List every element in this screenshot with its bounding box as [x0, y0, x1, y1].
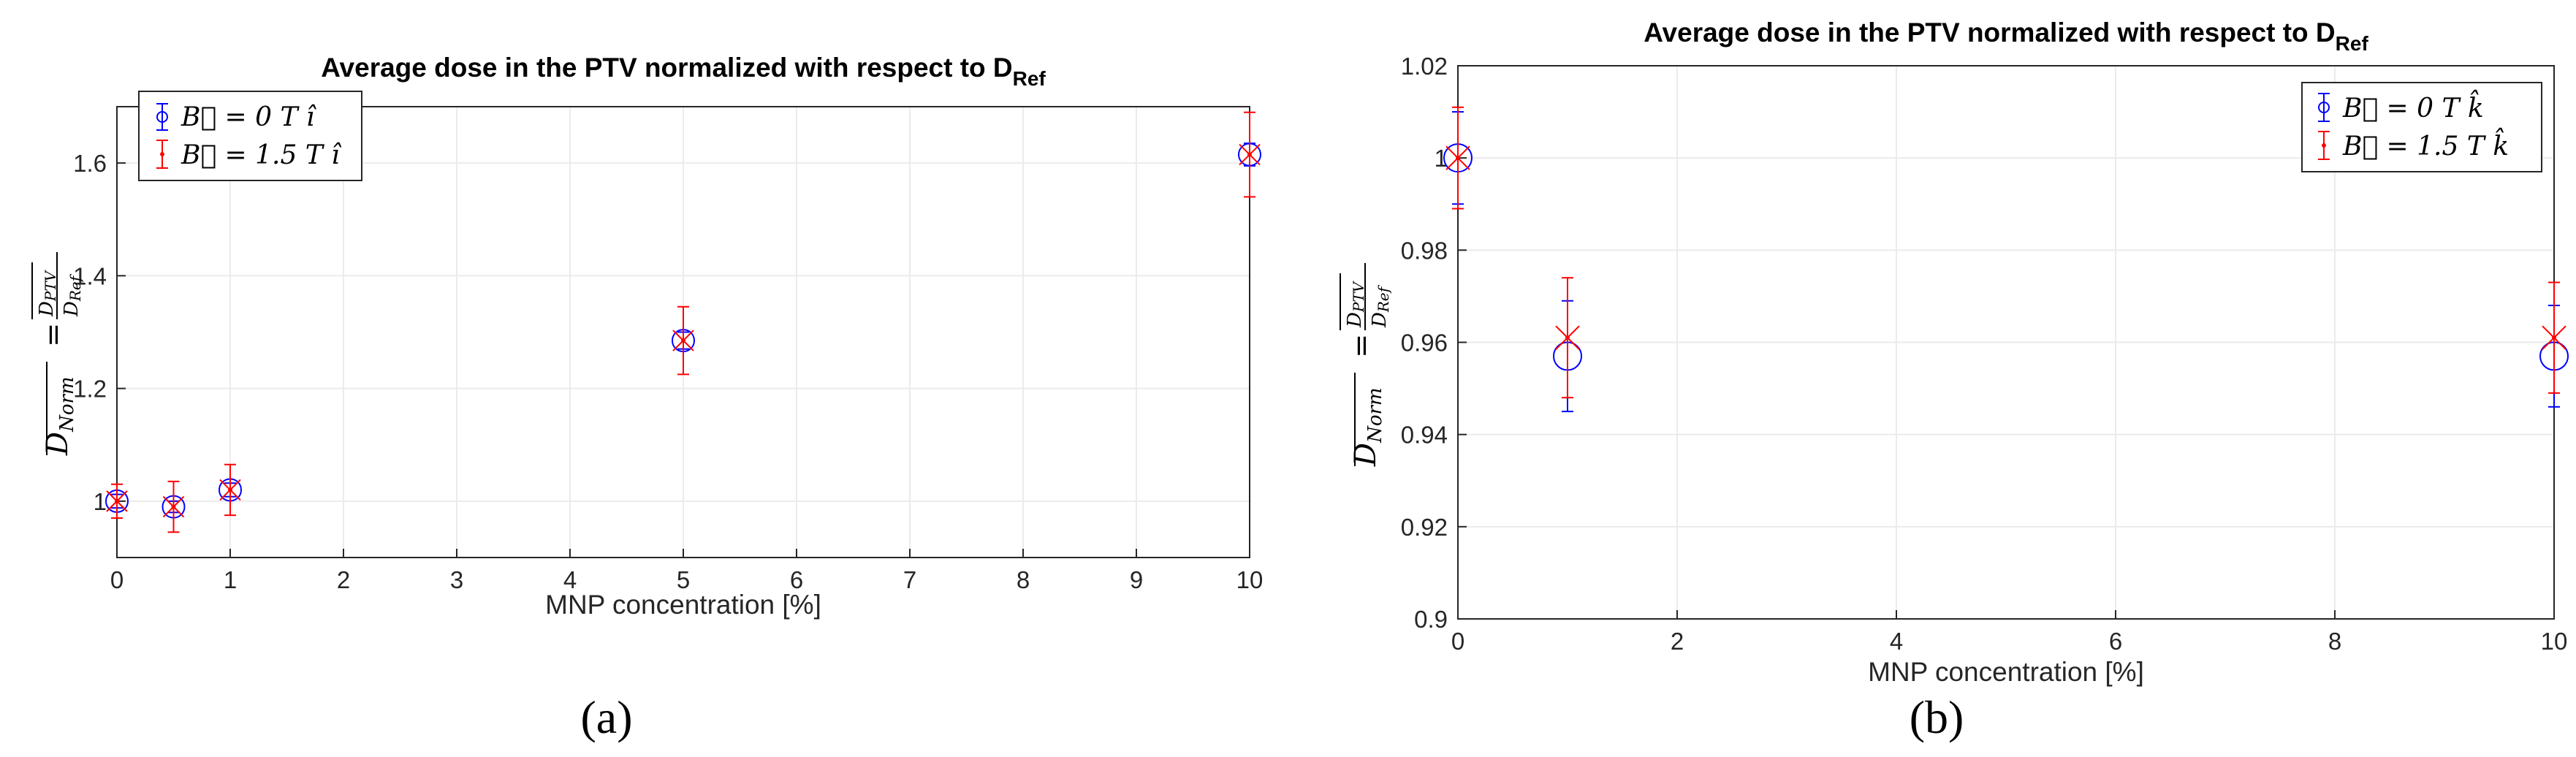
chart-b-legend: B⃗ = 0 T k̂ B⃗ = 1.5 T k̂ [2301, 82, 2542, 172]
chart-b-series-1-marker-dot [1565, 335, 1570, 341]
chart-a-xtick-label: 3 [450, 566, 463, 593]
chart-a-panel-label: (a) [580, 691, 632, 743]
chart-b-series-1-marker-dot [2552, 335, 2556, 341]
chart-b-legend-entry-1: B⃗ = 1.5 T k̂ [2318, 128, 2509, 161]
chart-a-legend-entry-1: B⃗ = 1.5 T î [156, 140, 342, 170]
chart-b-ytick-label: 0.94 [1401, 422, 1448, 449]
chart-panel-b: 0 2 4 6 8 10 0.9 0.92 0.94 0.96 0.98 1 1.02 Average … [1340, 18, 2569, 743]
chart-b-xlabel: MNP concentration [%] [1868, 657, 2144, 687]
chart-a-ylabel-main: DNorm [41, 376, 78, 456]
chart-b-legend-label-0: B⃗ = 0 T k̂ [2342, 90, 2484, 123]
chart-a-series-1-point [162, 480, 185, 533]
chart-a-xtick-label: 2 [337, 566, 350, 593]
chart-b-series-1-marker-dot [1456, 156, 1460, 161]
chart-a-xtick-label: 0 [110, 566, 124, 593]
chart-b-ylabel-den: DRef [1369, 284, 1392, 328]
chart-b-ticks: 0 2 4 6 8 10 0.9 0.92 0.94 0.96 0.98 1 1.02 [1401, 53, 2568, 655]
chart-a-ylabel-num: DPTV [36, 269, 59, 317]
chart-a-ylabel-den: DRef [61, 273, 84, 317]
chart-a-series-1-point [106, 483, 128, 520]
chart-b-xtick-label: 2 [1671, 628, 1684, 655]
chart-b-legend-entry-0: B⃗ = 0 T k̂ [2318, 90, 2484, 123]
chart-b-xtick-label: 4 [1890, 628, 1903, 655]
chart-b-ylabel-main: DNorm [1349, 387, 1386, 467]
chart-b-series-1-point [1555, 277, 1580, 399]
chart-a-ytick-label: 1 [94, 488, 107, 515]
chart-a-xlabel: MNP concentration [%] [545, 590, 821, 620]
chart-a-xtick-label: 5 [677, 566, 690, 593]
chart-a-legend-box [138, 91, 362, 181]
chart-b-ytick-label: 0.9 [1414, 606, 1448, 633]
chart-b-ytick-label: 1 [1435, 145, 1448, 172]
chart-b-ytick-label: 0.96 [1401, 330, 1448, 357]
chart-b-title: Average dose in the PTV normalized with … [1644, 18, 2368, 55]
chart-b-panel-label: (b) [1910, 691, 1964, 743]
chart-b-legend-label-1: B⃗ = 1.5 T k̂ [2342, 128, 2509, 161]
chart-panel-a: 0 1 2 3 4 5 6 7 8 9 10 1 1.2 1.4 1.6 Average dose in t… [31, 53, 1263, 743]
chart-b-series-1-point [1445, 106, 1470, 210]
chart-a-series-1-marker-dot [115, 498, 119, 503]
chart-b-xtick-label: 6 [2109, 628, 2122, 655]
chart-a-data [105, 111, 1261, 533]
chart-a-ytick-label: 1.2 [73, 376, 107, 403]
chart-a-legend: B⃗ = 0 T î B⃗ = 1.5 T î [138, 91, 362, 181]
chart-a-ylabel-eq: = [37, 322, 70, 347]
chart-b-ylabel-num: DPTV [1344, 280, 1367, 328]
chart-a-xtick-label: 8 [1017, 566, 1030, 593]
chart-a-series-1-marker-dot [171, 504, 176, 509]
chart-b-xtick-label: 8 [2328, 628, 2341, 655]
chart-a-series-1-point [219, 463, 241, 517]
chart-a-ylabel: DNorm = DPTV DRef [31, 252, 84, 456]
chart-a-legend-label-1: B⃗ = 1.5 T î [181, 140, 342, 170]
chart-a-title: Average dose in the PTV normalized with … [321, 53, 1046, 90]
chart-b-ytick-label: 0.92 [1401, 514, 1448, 541]
chart-a-series-1-point [672, 305, 694, 376]
chart-a-ytick-label: 1.4 [73, 262, 107, 289]
chart-a-ytick-label: 1.6 [73, 150, 107, 177]
chart-a-series-1-marker-dot [228, 487, 232, 492]
chart-a-legend-label-0: B⃗ = 0 T î [181, 102, 317, 132]
chart-b-ytick-label: 0.98 [1401, 237, 1448, 264]
chart-a-series-1-marker-dot [1247, 152, 1252, 157]
chart-b-series-1-point [2542, 281, 2566, 394]
chart-a-legend-entry-0: B⃗ = 0 T î [156, 102, 317, 132]
chart-b-ytick-label: 1.02 [1401, 53, 1448, 80]
chart-b-legend-box [2301, 82, 2542, 172]
chart-a-series-1-point [1239, 111, 1261, 198]
chart-a-xtick-label: 1 [224, 566, 237, 593]
chart-a-xtick-label: 4 [563, 566, 577, 593]
chart-a-axes-box [116, 106, 1250, 558]
chart-a-xtick-label: 9 [1130, 566, 1143, 593]
chart-a-series-1-marker-dot [681, 338, 685, 343]
chart-b-xtick-label: 10 [2541, 628, 2568, 655]
chart-b-ylabel: DNorm = DPTV DRef [1340, 263, 1392, 467]
chart-a-ticks: 0 1 2 3 4 5 6 7 8 9 10 1 1.2 1.4 1.6 [73, 150, 1263, 593]
chart-a-xtick-label: 10 [1236, 566, 1264, 593]
chart-a-xtick-label: 7 [903, 566, 916, 593]
chart-b-data [1443, 106, 2569, 413]
chart-b-ylabel-eq: = [1345, 333, 1378, 358]
chart-b-xtick-label: 0 [1451, 628, 1464, 655]
chart-a-xtick-label: 6 [790, 566, 803, 593]
